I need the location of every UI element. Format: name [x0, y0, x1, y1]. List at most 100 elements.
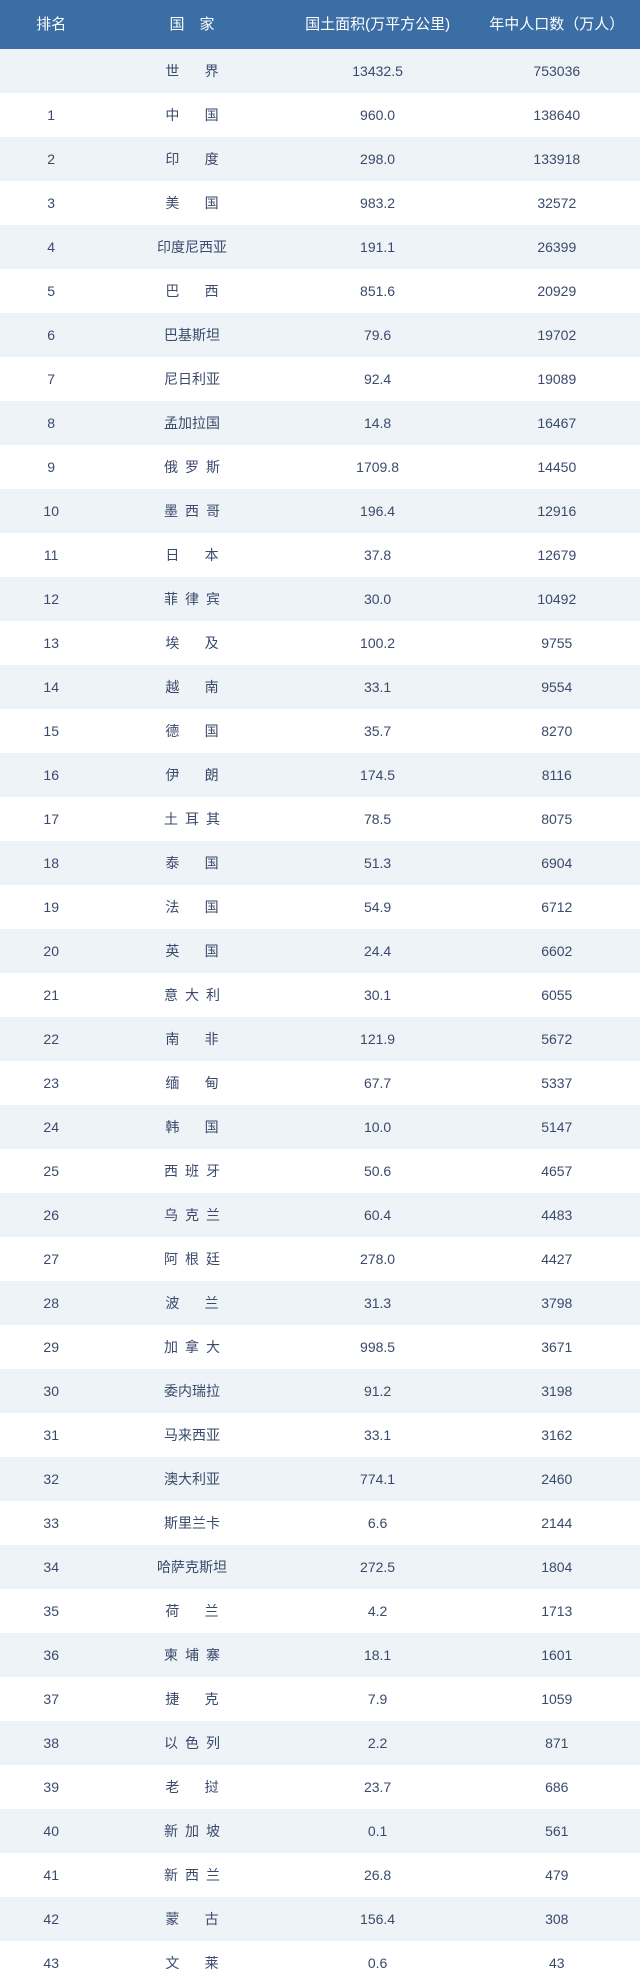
- cell-pop: 133918: [474, 137, 640, 181]
- cell-country: 美国: [102, 181, 281, 225]
- cell-rank: 4: [0, 225, 102, 269]
- cell-pop: 753036: [474, 49, 640, 93]
- cell-area: 983.2: [282, 181, 474, 225]
- cell-area: 298.0: [282, 137, 474, 181]
- cell-area: 30.1: [282, 973, 474, 1017]
- cell-country: 缅甸: [102, 1061, 281, 1105]
- cell-rank: 23: [0, 1061, 102, 1105]
- cell-country: 澳大利亚: [102, 1457, 281, 1501]
- cell-area: 24.4: [282, 929, 474, 973]
- table-row: 41新西兰26.8479: [0, 1853, 640, 1897]
- table-row: 39老挝23.7686: [0, 1765, 640, 1809]
- cell-rank: 5: [0, 269, 102, 313]
- cell-country: 韩国: [102, 1105, 281, 1149]
- cell-area: 156.4: [282, 1897, 474, 1941]
- cell-area: 851.6: [282, 269, 474, 313]
- cell-pop: 2460: [474, 1457, 640, 1501]
- cell-rank: 21: [0, 973, 102, 1017]
- cell-rank: 26: [0, 1193, 102, 1237]
- table-header: 排名 国 家 国土面积(万平方公里) 年中人口数（万人）: [0, 0, 640, 49]
- cell-pop: 12679: [474, 533, 640, 577]
- cell-pop: 871: [474, 1721, 640, 1765]
- cell-pop: 5337: [474, 1061, 640, 1105]
- cell-rank: 6: [0, 313, 102, 357]
- cell-country: 英国: [102, 929, 281, 973]
- cell-rank: 32: [0, 1457, 102, 1501]
- cell-rank: 35: [0, 1589, 102, 1633]
- cell-country: 泰国: [102, 841, 281, 885]
- cell-area: 35.7: [282, 709, 474, 753]
- cell-country: 老挝: [102, 1765, 281, 1809]
- cell-rank: 27: [0, 1237, 102, 1281]
- cell-area: 67.7: [282, 1061, 474, 1105]
- cell-country: 乌克兰: [102, 1193, 281, 1237]
- table-row: 15德国35.78270: [0, 709, 640, 753]
- table-row: 13埃及100.29755: [0, 621, 640, 665]
- table-row: 29加拿大998.53671: [0, 1325, 640, 1369]
- cell-area: 960.0: [282, 93, 474, 137]
- cell-area: 1709.8: [282, 445, 474, 489]
- cell-area: 51.3: [282, 841, 474, 885]
- table-row: 11日本37.812679: [0, 533, 640, 577]
- cell-rank: 14: [0, 665, 102, 709]
- table-row: 19法国54.96712: [0, 885, 640, 929]
- cell-rank: 30: [0, 1369, 102, 1413]
- cell-area: 191.1: [282, 225, 474, 269]
- cell-area: 196.4: [282, 489, 474, 533]
- cell-country: 柬埔寨: [102, 1633, 281, 1677]
- table-row: 4印度尼西亚191.126399: [0, 225, 640, 269]
- table-row: 9俄罗斯1709.814450: [0, 445, 640, 489]
- cell-rank: 19: [0, 885, 102, 929]
- cell-area: 2.2: [282, 1721, 474, 1765]
- cell-rank: 3: [0, 181, 102, 225]
- cell-rank: 39: [0, 1765, 102, 1809]
- cell-country: 西班牙: [102, 1149, 281, 1193]
- cell-country: 俄罗斯: [102, 445, 281, 489]
- cell-rank: 25: [0, 1149, 102, 1193]
- cell-area: 26.8: [282, 1853, 474, 1897]
- table-row: 7尼日利亚92.419089: [0, 357, 640, 401]
- cell-pop: 1601: [474, 1633, 640, 1677]
- cell-country: 印度: [102, 137, 281, 181]
- cell-pop: 4483: [474, 1193, 640, 1237]
- cell-pop: 561: [474, 1809, 640, 1853]
- cell-pop: 19089: [474, 357, 640, 401]
- cell-pop: 16467: [474, 401, 640, 445]
- cell-country: 波兰: [102, 1281, 281, 1325]
- cell-rank: 18: [0, 841, 102, 885]
- cell-pop: 8270: [474, 709, 640, 753]
- table-row: 2印度298.0133918: [0, 137, 640, 181]
- cell-rank: 37: [0, 1677, 102, 1721]
- cell-area: 92.4: [282, 357, 474, 401]
- cell-area: 4.2: [282, 1589, 474, 1633]
- cell-area: 33.1: [282, 665, 474, 709]
- cell-area: 37.8: [282, 533, 474, 577]
- cell-area: 0.1: [282, 1809, 474, 1853]
- cell-area: 78.5: [282, 797, 474, 841]
- cell-area: 121.9: [282, 1017, 474, 1061]
- table-row: 43文莱0.643: [0, 1941, 640, 1985]
- cell-pop: 1713: [474, 1589, 640, 1633]
- cell-area: 100.2: [282, 621, 474, 665]
- cell-country: 法国: [102, 885, 281, 929]
- table-row: 42蒙古156.4308: [0, 1897, 640, 1941]
- cell-country: 尼日利亚: [102, 357, 281, 401]
- cell-rank: 7: [0, 357, 102, 401]
- cell-area: 91.2: [282, 1369, 474, 1413]
- cell-area: 6.6: [282, 1501, 474, 1545]
- cell-rank: 11: [0, 533, 102, 577]
- cell-pop: 20929: [474, 269, 640, 313]
- cell-area: 13432.5: [282, 49, 474, 93]
- cell-country: 加拿大: [102, 1325, 281, 1369]
- cell-pop: 14450: [474, 445, 640, 489]
- table-row: 6巴基斯坦79.619702: [0, 313, 640, 357]
- cell-pop: 5672: [474, 1017, 640, 1061]
- cell-pop: 9755: [474, 621, 640, 665]
- cell-rank: 28: [0, 1281, 102, 1325]
- cell-pop: 5147: [474, 1105, 640, 1149]
- cell-rank: 40: [0, 1809, 102, 1853]
- cell-pop: 138640: [474, 93, 640, 137]
- cell-country: 印度尼西亚: [102, 225, 281, 269]
- cell-country: 巴基斯坦: [102, 313, 281, 357]
- cell-area: 278.0: [282, 1237, 474, 1281]
